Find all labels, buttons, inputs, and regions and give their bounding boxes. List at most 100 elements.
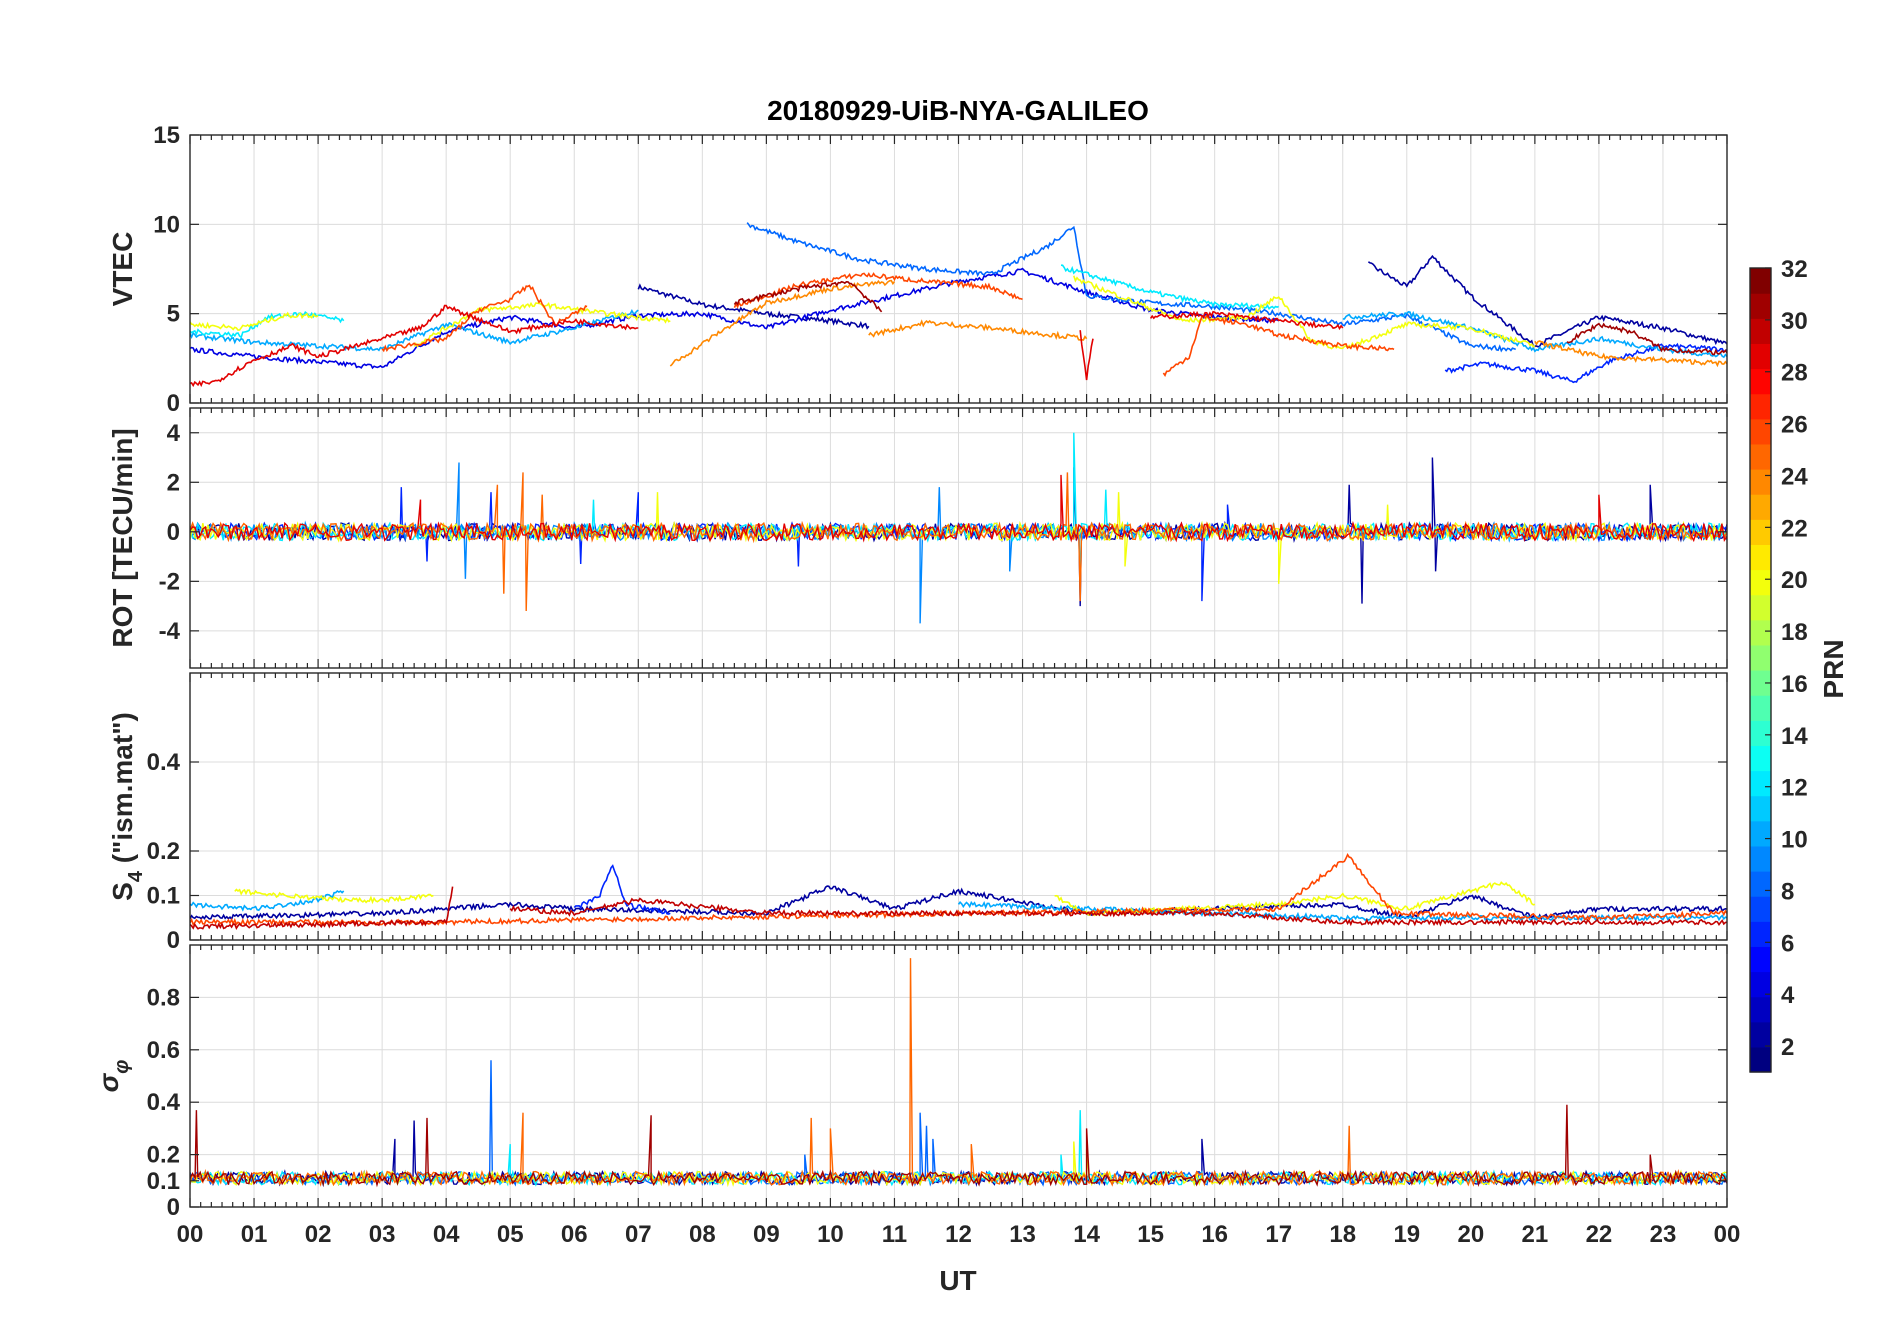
colorbar-swatch	[1750, 619, 1771, 646]
y-tick-label: 5	[167, 301, 180, 328]
colorbar-tick-label: 6	[1781, 930, 1794, 957]
x-tick-label: 10	[817, 1221, 844, 1248]
x-tick-label: 17	[1265, 1221, 1292, 1248]
x-tick-label: 21	[1522, 1221, 1549, 1248]
colorbar-swatch	[1750, 544, 1771, 571]
panel-vtec: 0 5 10 15 VTEC	[107, 122, 1728, 417]
series-line-prn-2	[190, 885, 1727, 921]
colorbar-tick-label: 24	[1781, 463, 1808, 490]
colorbar-swatch	[1750, 469, 1771, 495]
y-tick-label: 0.1	[147, 883, 180, 910]
x-tick-label: 00	[177, 1221, 204, 1248]
series-line-prn-10	[190, 308, 639, 352]
colorbar-tick-label: 28	[1781, 360, 1808, 387]
colorbar-swatch	[1750, 443, 1771, 470]
series-line-prn-20	[190, 311, 319, 331]
x-tick-label: 08	[689, 1221, 716, 1248]
colorbar-swatch	[1750, 1021, 1771, 1048]
series-line-prn-24	[868, 319, 1088, 341]
colorbar-tick-label: 14	[1781, 723, 1808, 750]
y-tick-label: -4	[159, 618, 181, 645]
colorbar-swatch	[1750, 820, 1771, 847]
colorbar-swatch	[1750, 569, 1771, 596]
series-line-prn-24	[1534, 340, 1727, 368]
x-tick-label: 01	[241, 1221, 268, 1248]
colorbar-swatch	[1750, 770, 1771, 797]
x-tick-label: 00	[1714, 1221, 1741, 1248]
colorbar-swatch	[1750, 293, 1771, 319]
y-tick-label: 0	[167, 1194, 180, 1221]
y-tick-label: 0.8	[147, 984, 180, 1011]
colorbar-swatch	[1750, 1046, 1771, 1073]
colorbar-swatch	[1750, 268, 1771, 294]
y-tick-label: 0.2	[147, 838, 180, 865]
chart-title: 20180929-UiB-NYA-GALILEO	[767, 95, 1149, 126]
series-line-prn-31	[1566, 322, 1727, 356]
x-tick-label: 11	[882, 1221, 907, 1248]
x-tick-label: 22	[1586, 1221, 1613, 1248]
panel-s4: 0 0.1 0.2 0.4S4 ("ism.mat")	[107, 672, 1728, 954]
colorbar-tick-label: 30	[1781, 308, 1808, 335]
colorbar-swatch	[1750, 393, 1771, 420]
colorbar-tick-label: 16	[1781, 671, 1808, 698]
y-tick-label: 0	[167, 519, 180, 546]
y-tick-label: 0	[167, 927, 180, 954]
colorbar-swatch	[1750, 318, 1771, 344]
colorbar-tick-label: 22	[1781, 515, 1808, 542]
y-axis-label-rot: ROT [TECU/min]	[107, 428, 138, 647]
colorbar-swatch	[1750, 845, 1771, 872]
colorbar-swatch	[1750, 368, 1771, 395]
series-line-prn-2	[637, 283, 870, 330]
colorbar-tick-label: 2	[1781, 1034, 1794, 1061]
series-line-prn-8	[746, 222, 1517, 353]
colorbar-swatch	[1750, 795, 1771, 822]
colorbar-tick-label: 8	[1781, 878, 1794, 905]
series-group	[190, 222, 1727, 388]
colorbar-swatch	[1750, 494, 1771, 520]
colorbar-tick-label: 18	[1781, 619, 1808, 646]
series-group	[190, 958, 1727, 1188]
series-group	[190, 432, 1727, 624]
panel-rot: -4 -2 0 2 4 ROT [TECU/min]	[107, 407, 1728, 669]
y-tick-label: 0	[167, 390, 180, 417]
colorbar-tick-label: 26	[1781, 412, 1808, 439]
series-line-prn-29	[190, 304, 639, 388]
x-tick-label: 04	[433, 1221, 460, 1248]
y-tick-label: -2	[159, 568, 180, 595]
x-tick-label: 09	[753, 1221, 780, 1248]
x-tick-label: 12	[945, 1221, 972, 1248]
x-axis: 00 01 02 03 04 05 06 07 08 09 10 11 12 13 14 15 16 17 18 19…	[177, 1221, 1741, 1248]
series-line-prn-29	[190, 474, 1727, 543]
colorbar-swatch	[1750, 670, 1771, 696]
series-line-prn-24	[669, 279, 896, 367]
series-line-prn-30	[190, 886, 454, 930]
colorbar-swatch	[1750, 644, 1771, 671]
series-line-prn-20	[234, 888, 434, 905]
colorbar-swatch	[1750, 343, 1771, 370]
y-tick-label: 0.4	[147, 749, 181, 776]
series-line-prn-20	[1073, 275, 1536, 350]
x-tick-label: 15	[1137, 1221, 1164, 1248]
colorbar-swatch	[1750, 720, 1771, 746]
series-line-prn-6	[573, 864, 671, 915]
colorbar-tick-label: 10	[1781, 827, 1808, 854]
series-line-prn-29	[1079, 330, 1094, 381]
x-tick-label: 18	[1329, 1221, 1356, 1248]
colorbar-tick-label: 32	[1781, 256, 1808, 283]
x-tick-label: 02	[305, 1221, 332, 1248]
x-tick-label: 19	[1393, 1221, 1420, 1248]
colorbar-swatch	[1750, 946, 1771, 973]
series-group	[190, 853, 1727, 930]
x-tick-label: 06	[561, 1221, 588, 1248]
series-line-prn-31	[733, 280, 883, 313]
colorbar-frame	[1749, 267, 1772, 1073]
series-line-prn-26	[1162, 314, 1395, 377]
y-tick-label: 0.2	[147, 1142, 180, 1169]
x-tick-label: 14	[1073, 1221, 1100, 1248]
y-tick-label: 15	[153, 122, 180, 149]
colorbar-swatch	[1750, 921, 1771, 947]
x-tick-label: 20	[1457, 1221, 1484, 1248]
series-line-prn-12	[190, 311, 345, 339]
